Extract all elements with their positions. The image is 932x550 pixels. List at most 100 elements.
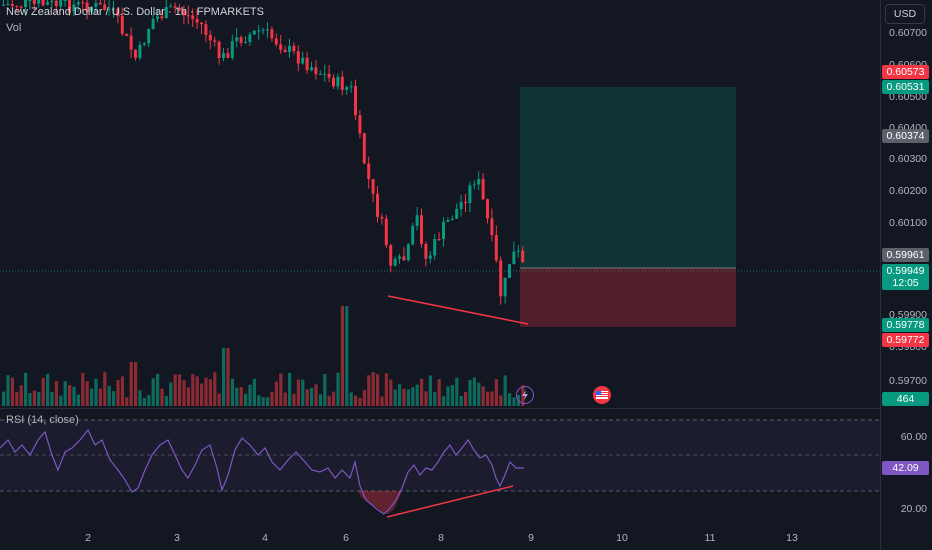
chart-area[interactable]: New Zealand Dollar / U.S. Dollar · 1h · … (0, 0, 880, 550)
volume-bar (235, 387, 239, 406)
candle-body (230, 41, 234, 58)
candle-body (516, 250, 520, 252)
candle-body (288, 45, 291, 52)
volume-bar (46, 373, 50, 406)
volume-bar (270, 391, 274, 406)
rsi-legend[interactable]: RSI (14, close) (6, 414, 79, 426)
volume-bar (59, 395, 63, 406)
rsi-trendline (386, 485, 514, 518)
volume-bar (10, 377, 14, 406)
volume-bar (411, 387, 415, 406)
volume-bar (274, 381, 278, 406)
volume-bar (76, 394, 80, 406)
volume-bar (169, 382, 173, 406)
label-volume-value: 464 (882, 392, 929, 406)
candle-body (186, 15, 190, 17)
volume-bar (147, 395, 151, 406)
candle-body (468, 185, 472, 204)
candle-body (81, 2, 85, 4)
candle-body (244, 41, 247, 43)
candle-body (208, 34, 212, 41)
volume-bar (490, 391, 494, 406)
volume-bar (116, 379, 120, 406)
price-trendline (387, 295, 529, 325)
candle-body (270, 29, 274, 39)
candle-body (28, 0, 32, 1)
currency-button[interactable]: USD (885, 4, 925, 24)
candle-body (464, 202, 467, 204)
candle-body (98, 2, 102, 5)
candle-body (433, 239, 437, 256)
candle-body (336, 76, 340, 87)
volume-legend[interactable]: Vol (6, 22, 22, 34)
candle-body (235, 37, 239, 42)
candle-body (195, 18, 199, 23)
candle-body (393, 258, 397, 266)
volume-bar (200, 383, 204, 406)
label-last-close: 0.59961 (882, 248, 929, 262)
rsi-line (0, 428, 524, 515)
candle-body (138, 44, 142, 58)
candle-body (156, 16, 159, 19)
candle-body (402, 256, 406, 261)
volume-bar (389, 379, 393, 406)
volume-bar (257, 395, 261, 406)
volume-bar (217, 393, 221, 406)
candle-body (424, 243, 428, 259)
volume-bar (239, 387, 243, 406)
candle-body (94, 2, 98, 7)
volume-bar (138, 390, 142, 406)
candle-body (252, 30, 256, 35)
candle-body (499, 260, 503, 297)
candle-body (296, 51, 300, 64)
candle-body (314, 67, 318, 75)
candle-body (398, 256, 401, 259)
price-tick: 0.60200 (889, 185, 927, 197)
volume-bar (367, 375, 371, 406)
time-tick: 2 (85, 532, 91, 544)
volume-bar (340, 306, 344, 406)
volume-bar (450, 385, 454, 406)
candle-body (486, 199, 489, 219)
candle-body (508, 264, 511, 278)
volume-bar (336, 372, 340, 406)
price-tick: 0.60100 (889, 217, 927, 229)
volume-bar (486, 391, 490, 406)
candle-body (257, 30, 261, 32)
candle-body (406, 244, 410, 261)
volume-bar (134, 362, 138, 406)
volume-bar (186, 387, 190, 406)
volume-bar (468, 380, 472, 406)
candle-body (68, 0, 71, 13)
volume-bar (90, 388, 94, 406)
candle-body (10, 4, 14, 6)
candle-body (24, 0, 27, 8)
main-chart-svg[interactable] (0, 0, 880, 550)
volume-bar (120, 376, 124, 406)
candle-body (151, 18, 155, 30)
volume-bar (164, 396, 168, 406)
lightning-icon[interactable] (516, 386, 534, 404)
candle-body (283, 49, 287, 52)
candle-body (384, 218, 388, 246)
volume-bar (173, 374, 177, 406)
candle-body (41, 0, 45, 6)
candle-body (134, 49, 137, 58)
volume-bar (296, 379, 300, 406)
candle-body (415, 215, 419, 226)
candle-body (292, 45, 296, 52)
symbol-legend[interactable]: New Zealand Dollar / U.S. Dollar · 1h · … (6, 6, 264, 18)
pane-separator[interactable] (0, 408, 880, 409)
price-scale[interactable]: USD 0.607000.606000.605000.604000.603000… (880, 0, 932, 550)
candle-body (512, 251, 516, 265)
volume-bar (494, 379, 498, 406)
candle-body (6, 4, 10, 6)
candle-body (389, 245, 393, 266)
candle-body (411, 225, 415, 245)
us-flag-icon[interactable] (593, 386, 611, 404)
candle-body (477, 179, 481, 185)
rsi-tick-60: 60.00 (900, 431, 927, 443)
candle-body (107, 8, 111, 10)
volume-bar (261, 397, 265, 406)
volume-bar (292, 393, 296, 406)
